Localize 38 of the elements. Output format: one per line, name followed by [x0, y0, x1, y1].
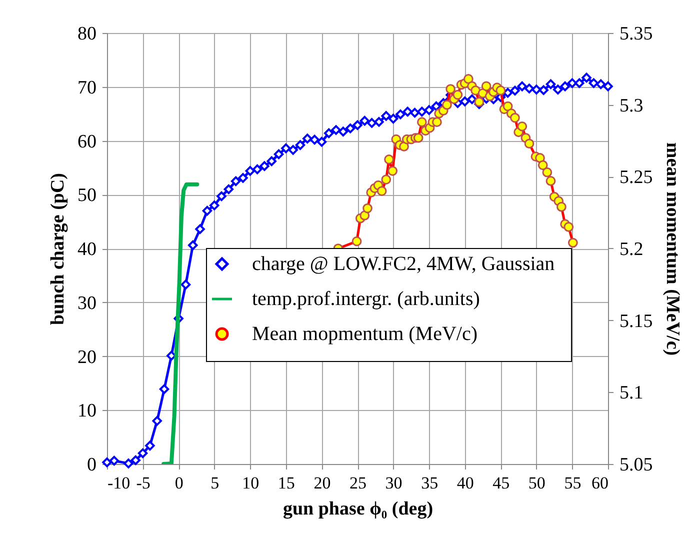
x-tick-label: 60	[592, 474, 608, 492]
legend-label: Mean mopmentum (MeV/c)	[252, 323, 478, 345]
x-tick-label: 55	[564, 474, 582, 492]
y2-tick-label: 5.25	[620, 167, 653, 188]
y-tick-label: 20	[78, 346, 96, 368]
y2-tick-label: 5.3	[620, 95, 644, 116]
x-axis-title: gun phase ϕ₀ (deg)	[282, 498, 434, 520]
x-tick-label: 5	[210, 474, 220, 492]
x-tick-label: 30	[385, 474, 402, 492]
y2-tick-label: 5.35	[620, 24, 653, 44]
line-series	[162, 182, 200, 464]
x-tick-label: 20	[314, 474, 331, 492]
y-tick-label: 30	[78, 292, 96, 314]
y-tick-label: 50	[78, 185, 96, 206]
y2-axis-title: mean momentum (MeV/c)	[662, 142, 683, 356]
y-tick-label: 80	[78, 24, 96, 44]
y-tick-label: 10	[78, 400, 96, 422]
x-tick-label: 0	[174, 474, 184, 492]
x-tick-label: 10	[242, 474, 260, 492]
y-tick-label: 0	[87, 454, 96, 476]
y2-tick-label: 5.05	[620, 454, 653, 476]
x-tick-label: 40	[456, 474, 474, 492]
x-tick-label: 15	[278, 474, 295, 492]
y-tick-label: 60	[78, 131, 96, 152]
y2-tick-label: 5.15	[620, 310, 653, 332]
x-tick-label: 25	[350, 474, 366, 492]
y-tick-label: 70	[78, 77, 96, 98]
x-tick-label: 35	[421, 474, 438, 492]
x-tick-label: -5	[136, 474, 150, 492]
x-tick-label: 50	[528, 474, 546, 492]
x-tick-label: 45	[492, 474, 510, 492]
y-axis-title: bunch charge (pC)	[48, 172, 68, 326]
y2-tick-label: 5.2	[620, 239, 644, 260]
legend-label: charge @ LOW.FC2, 4MW, Gaussian	[252, 253, 555, 275]
legend-label: temp.prof.intergr. (arb.units)	[252, 288, 480, 310]
y2-tick-label: 5.1	[620, 382, 644, 404]
y-tick-label: 40	[78, 239, 96, 260]
x-tick-label: -10	[108, 474, 130, 492]
